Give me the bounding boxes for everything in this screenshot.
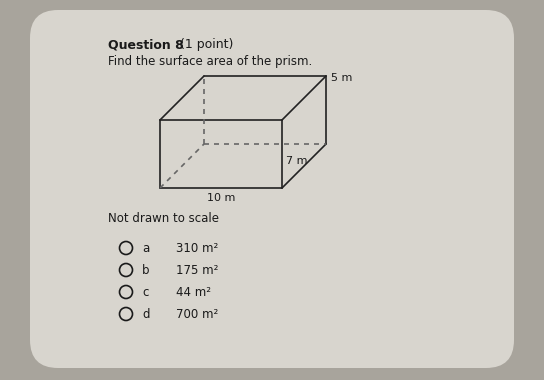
FancyBboxPatch shape bbox=[30, 10, 514, 368]
Text: Find the surface area of the prism.: Find the surface area of the prism. bbox=[108, 55, 312, 68]
Text: Question 8: Question 8 bbox=[108, 38, 184, 51]
Text: 7 m: 7 m bbox=[286, 156, 307, 166]
Circle shape bbox=[120, 307, 133, 320]
Text: Not drawn to scale: Not drawn to scale bbox=[108, 212, 219, 225]
Text: a: a bbox=[142, 242, 149, 255]
Text: 44 m²: 44 m² bbox=[176, 285, 211, 299]
Text: (1 point): (1 point) bbox=[176, 38, 233, 51]
Text: 310 m²: 310 m² bbox=[176, 242, 218, 255]
Text: 700 m²: 700 m² bbox=[176, 307, 218, 320]
Circle shape bbox=[120, 242, 133, 255]
Text: d: d bbox=[142, 307, 150, 320]
Circle shape bbox=[120, 263, 133, 277]
Text: 10 m: 10 m bbox=[207, 193, 235, 203]
Circle shape bbox=[120, 285, 133, 299]
Text: b: b bbox=[142, 263, 150, 277]
Text: 5 m: 5 m bbox=[331, 73, 353, 83]
Text: c: c bbox=[142, 285, 149, 299]
Text: 175 m²: 175 m² bbox=[176, 263, 218, 277]
